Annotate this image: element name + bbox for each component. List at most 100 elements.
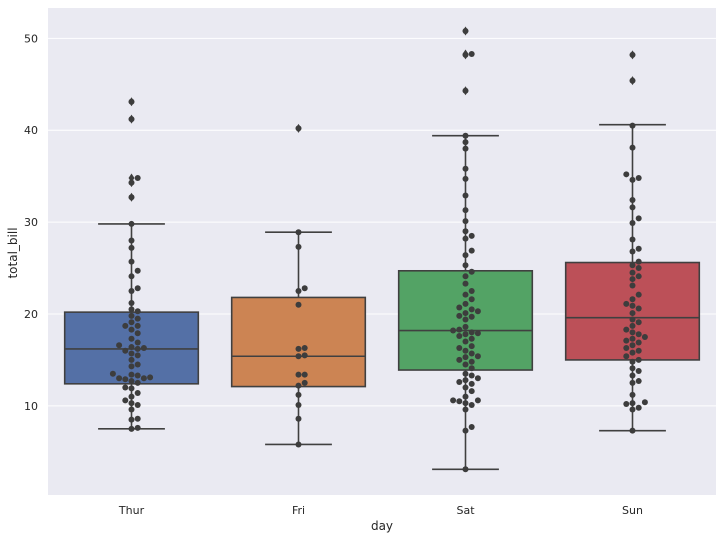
swarm-point [629, 197, 636, 204]
y-tick-label: 10 [24, 400, 38, 413]
swarm-point [462, 273, 469, 280]
swarm-point [128, 326, 135, 333]
swarm-point [295, 401, 302, 408]
swarm-point [462, 316, 469, 323]
swarm-point [462, 466, 469, 473]
swarm-point [629, 406, 636, 413]
swarm-point [468, 50, 475, 57]
swarm-point [462, 291, 469, 298]
swarm-point [623, 344, 630, 351]
swarm-point [295, 382, 302, 389]
swarm-point [623, 401, 630, 408]
x-tick-label: Sat [456, 504, 475, 517]
swarm-point [462, 27, 469, 34]
swarm-point [128, 335, 135, 342]
swarm-point [629, 262, 636, 269]
y-tick-label: 20 [24, 308, 38, 321]
swarm-point [635, 378, 642, 385]
swarm-point [295, 301, 302, 308]
swarm-point [456, 312, 463, 319]
swarm-point [641, 333, 648, 340]
swarm-point [134, 339, 141, 346]
swarm-point [301, 379, 308, 386]
swarm-point [629, 349, 636, 356]
swarm-point [468, 232, 475, 239]
swarm-point [623, 337, 630, 344]
swarm-point [462, 207, 469, 214]
swarm-point [462, 347, 469, 354]
swarm-point [474, 308, 481, 315]
swarm-point [462, 192, 469, 199]
swarm-point [134, 174, 141, 181]
swarm-point [134, 424, 141, 431]
swarm-point [140, 344, 147, 351]
swarm-point [134, 308, 141, 315]
swarm-point [134, 315, 141, 322]
swarm-point [468, 372, 475, 379]
swarm-point [128, 400, 135, 407]
swarm-point [134, 372, 141, 379]
swarm-point [635, 319, 642, 326]
x-tick-label: Thur [118, 504, 145, 517]
swarm-point [629, 342, 636, 349]
swarm-point [468, 365, 475, 372]
swarm-point [134, 390, 141, 397]
swarm-point [629, 144, 636, 151]
swarm-point [462, 338, 469, 345]
swarm-point [140, 375, 147, 382]
swarm-point [629, 236, 636, 243]
swarm-point [295, 229, 302, 236]
swarm-point [462, 323, 469, 330]
swarm-point [462, 354, 469, 361]
swarm-point [128, 385, 135, 392]
swarm-point [295, 441, 302, 448]
swarm-point [468, 247, 475, 254]
y-axis-title: total_bill [6, 227, 20, 278]
swarm-point [462, 228, 469, 235]
swarm-point [623, 353, 630, 360]
swarm-point [128, 371, 135, 378]
swarm-point [128, 363, 135, 370]
swarm-point [629, 282, 636, 289]
x-tick-label: Sun [622, 504, 643, 517]
swarm-point [301, 344, 308, 351]
swarm-point [635, 258, 642, 265]
swarm-point [134, 401, 141, 408]
swarm-point [128, 306, 135, 313]
swarm-point [295, 415, 302, 422]
swarm-point [122, 347, 129, 354]
swarm-point [128, 244, 135, 251]
swarm-point [474, 330, 481, 337]
swarm-points [109, 27, 648, 473]
swarm-point [462, 218, 469, 225]
swarm-point [629, 276, 636, 283]
swarm-point [629, 122, 636, 129]
swarm-point [128, 258, 135, 265]
x-tick-label: Fri [292, 504, 305, 517]
swarm-point [128, 406, 135, 413]
swarm-point [295, 288, 302, 295]
swarm-point [468, 296, 475, 303]
swarm-point [462, 310, 469, 317]
swarm-point [462, 235, 469, 242]
swarm-point [134, 379, 141, 386]
swarm-point [134, 267, 141, 274]
swarm-point [116, 375, 123, 382]
swarm-point [301, 371, 308, 378]
swarm-point [128, 288, 135, 295]
swarm-point [468, 343, 475, 350]
swarm-point [468, 380, 475, 387]
swarm-point [629, 335, 636, 342]
swarm-point [462, 51, 469, 58]
swarm-point [635, 305, 642, 312]
swarm-point [134, 322, 141, 329]
swarm-point [462, 262, 469, 269]
swarm-point [629, 176, 636, 183]
swarm-point [629, 329, 636, 336]
swarm-point [635, 367, 642, 374]
swarm-point [468, 288, 475, 295]
swarm-point [623, 326, 630, 333]
swarm-point [134, 415, 141, 422]
swarm-point [462, 145, 469, 152]
